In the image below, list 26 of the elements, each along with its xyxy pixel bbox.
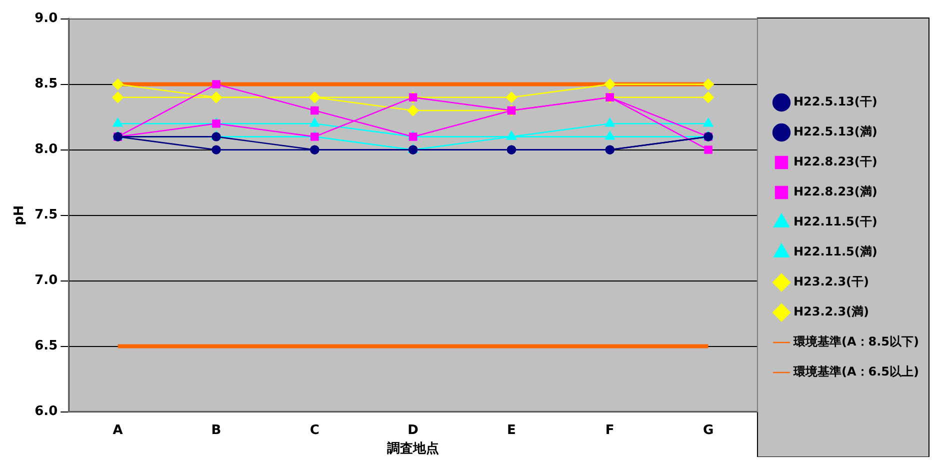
y-tick-label: 9.0 <box>34 11 58 26</box>
y-axis-title: pH <box>12 205 28 226</box>
y-tick-label: 8.0 <box>34 142 58 158</box>
x-tick-label: E <box>507 422 516 438</box>
legend-label: 環境基準(A：6.5以上) <box>792 364 919 379</box>
y-tick-label: 7.5 <box>34 208 58 223</box>
x-tick-label: G <box>702 422 714 438</box>
x-tick-label: A <box>112 422 123 438</box>
legend-label: H22.8.23(満) <box>793 184 878 199</box>
y-tick-label: 6.0 <box>34 404 58 420</box>
legend-label: H22.11.5(干) <box>793 214 878 229</box>
x-tick-label: F <box>605 422 614 438</box>
y-tick-label: 7.0 <box>34 273 58 288</box>
legend-label: H23.2.3(干) <box>793 274 870 289</box>
legend-label: 環境基準(A：8.5以下) <box>792 334 919 349</box>
y-tick-label: 8.5 <box>34 76 58 92</box>
x-tick-label: C <box>310 422 320 438</box>
x-tick-label: B <box>211 422 222 438</box>
legend-label: H22.8.23(干) <box>793 154 878 169</box>
legend-label: H22.5.13(干) <box>793 94 878 109</box>
x-axis-title: 調査地点 <box>387 440 440 457</box>
y-tick-label: 6.5 <box>34 338 58 354</box>
legend-label: H22.5.13(満) <box>793 124 878 139</box>
x-tick-label: D <box>408 422 419 438</box>
legend-label: H23.2.3(満) <box>793 304 870 319</box>
legend-label: H22.11.5(満) <box>793 244 878 259</box>
